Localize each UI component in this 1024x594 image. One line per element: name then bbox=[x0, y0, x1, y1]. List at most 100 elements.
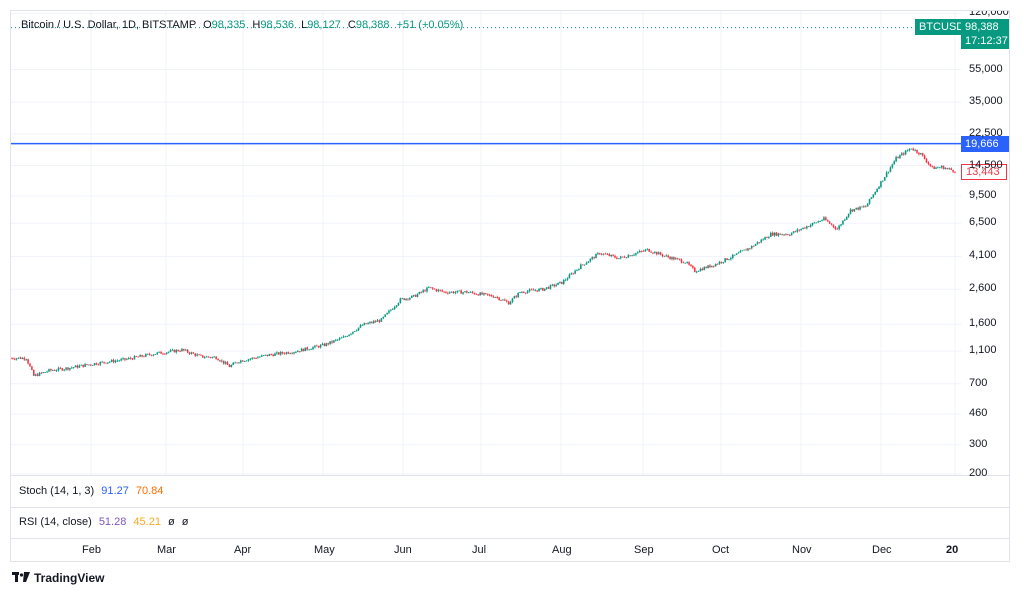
tradingview-brand[interactable]: TradingView bbox=[12, 571, 104, 585]
candle-body bbox=[304, 347, 307, 352]
candle-body bbox=[221, 360, 223, 362]
candle-body bbox=[38, 372, 41, 376]
stoch-separator bbox=[11, 475, 1009, 476]
candle-body bbox=[511, 298, 514, 302]
candle-body bbox=[659, 252, 662, 255]
x-tick-label: Aug bbox=[552, 544, 572, 556]
candle-body bbox=[388, 310, 390, 313]
candle-body bbox=[336, 339, 339, 341]
candle-body bbox=[637, 252, 639, 254]
candle-body bbox=[507, 301, 510, 305]
candle-body bbox=[376, 320, 379, 322]
candle-body bbox=[371, 322, 373, 323]
candle-body bbox=[116, 360, 119, 362]
y-tick-label: 9,500 bbox=[969, 188, 997, 201]
candle-body bbox=[667, 255, 669, 258]
candle-body bbox=[139, 355, 141, 357]
candle-body bbox=[490, 295, 493, 297]
candle-body bbox=[31, 366, 33, 370]
candle-body bbox=[270, 354, 273, 356]
candle-body bbox=[473, 292, 476, 295]
candle-body bbox=[353, 331, 356, 332]
candle-body bbox=[809, 224, 812, 227]
candle-body bbox=[844, 219, 846, 221]
candle-body bbox=[156, 352, 159, 355]
candle-body bbox=[158, 351, 160, 353]
candle-body bbox=[259, 356, 261, 358]
candle-body bbox=[802, 227, 804, 229]
candle-body bbox=[29, 363, 31, 367]
candle-body bbox=[414, 295, 417, 297]
candle-body bbox=[559, 281, 561, 283]
candle-body bbox=[19, 357, 22, 359]
candle-body bbox=[678, 258, 681, 260]
candle-body bbox=[25, 359, 27, 361]
candle-body bbox=[69, 367, 71, 370]
candle-body bbox=[410, 295, 413, 298]
candle-body bbox=[183, 348, 185, 351]
candle-body bbox=[876, 188, 878, 193]
candle-body bbox=[572, 273, 575, 275]
candle-body bbox=[612, 254, 614, 256]
candle-body bbox=[397, 302, 400, 306]
price-axis[interactable]: 120,000 55,000 35,000 22,500 14,500 9,500 6,50… bbox=[961, 10, 1009, 479]
y-tick-label: 2,600 bbox=[969, 282, 997, 295]
candle-body bbox=[131, 358, 134, 360]
candle-body bbox=[386, 312, 388, 315]
time-axis[interactable]: Feb Mar Apr May Jun Jul Aug Sep Oct Nov Dec 20 bbox=[11, 538, 1009, 561]
price-chart[interactable] bbox=[11, 11, 1010, 562]
candle-body bbox=[646, 248, 649, 250]
y-tick-label: 120,000 bbox=[969, 10, 1009, 19]
candle-body bbox=[363, 323, 366, 326]
candle-body bbox=[118, 360, 121, 362]
candle-body bbox=[481, 292, 483, 295]
candle-body bbox=[165, 352, 168, 354]
candle-body bbox=[842, 220, 844, 225]
candle-body bbox=[51, 370, 54, 372]
candle-body bbox=[272, 354, 274, 356]
candle-body bbox=[538, 288, 540, 292]
candle-body bbox=[108, 361, 111, 363]
candle-body bbox=[912, 148, 915, 151]
symbol-legend[interactable]: Bitcoin / U.S. Dollar, 1D, BITSTAMP O98,… bbox=[21, 19, 463, 31]
candle-body bbox=[11, 358, 12, 359]
candle-body bbox=[654, 251, 656, 254]
candle-body bbox=[954, 171, 956, 173]
candle-body bbox=[325, 343, 328, 346]
candle-body bbox=[384, 314, 386, 317]
candle-body bbox=[779, 233, 782, 235]
candle-body bbox=[302, 348, 305, 352]
candle-body bbox=[726, 258, 728, 260]
candle-body bbox=[80, 364, 83, 366]
candle-body bbox=[202, 355, 204, 358]
candle-body bbox=[129, 357, 132, 359]
candle-body bbox=[591, 257, 594, 259]
candle-body bbox=[589, 258, 592, 262]
candle-body bbox=[790, 233, 793, 236]
candle-body bbox=[815, 222, 818, 224]
candle-body bbox=[684, 262, 687, 264]
candle-body bbox=[46, 371, 48, 373]
candle-body bbox=[211, 356, 214, 358]
candle-body bbox=[316, 345, 318, 347]
candle-body bbox=[135, 356, 138, 357]
candle-body bbox=[866, 203, 869, 207]
candle-body bbox=[834, 226, 837, 229]
candle-body bbox=[625, 257, 628, 259]
candle-body bbox=[608, 254, 611, 257]
candle-body bbox=[55, 370, 58, 372]
candle-body bbox=[173, 349, 176, 353]
candle-body bbox=[595, 254, 597, 259]
candle-body bbox=[920, 153, 922, 155]
rsi-extra-1: ø bbox=[168, 516, 175, 528]
stoch-indicator[interactable]: Stoch (14, 1, 3) 91.27 70.84 bbox=[19, 485, 163, 497]
candle-body bbox=[891, 164, 894, 168]
rsi-indicator[interactable]: RSI (14, close) 51.28 45.21 ø ø bbox=[19, 516, 189, 528]
candle-body bbox=[642, 250, 645, 252]
chart-frame: Bitcoin / U.S. Dollar, 1D, BITSTAMP O98,… bbox=[10, 10, 1010, 562]
rsi-label: RSI (14, close) bbox=[19, 516, 92, 528]
candle-body bbox=[433, 288, 436, 290]
candle-body bbox=[676, 258, 679, 260]
rsi-value: 51.28 bbox=[98, 516, 127, 528]
candle-body bbox=[359, 325, 362, 328]
